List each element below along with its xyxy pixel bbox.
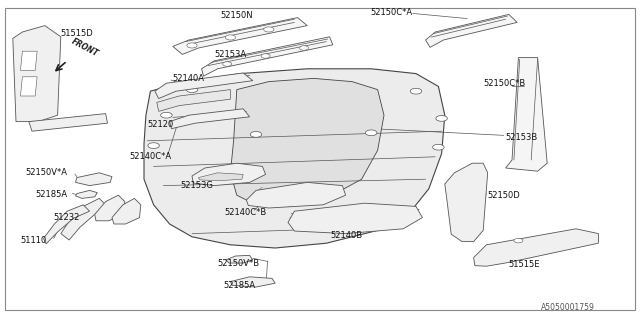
- Polygon shape: [474, 229, 598, 266]
- Polygon shape: [20, 77, 37, 96]
- Text: 52153G: 52153G: [180, 181, 213, 190]
- Polygon shape: [445, 163, 488, 242]
- Polygon shape: [157, 90, 230, 111]
- Text: 52140B: 52140B: [330, 231, 362, 240]
- Polygon shape: [29, 114, 108, 131]
- Circle shape: [261, 54, 270, 58]
- Text: 52140C*B: 52140C*B: [224, 208, 266, 217]
- Polygon shape: [226, 255, 253, 263]
- Circle shape: [223, 62, 232, 66]
- Circle shape: [264, 27, 274, 32]
- Polygon shape: [112, 198, 141, 224]
- Circle shape: [187, 43, 197, 48]
- Circle shape: [365, 130, 377, 136]
- Polygon shape: [288, 203, 422, 234]
- Text: 52150C*A: 52150C*A: [370, 8, 412, 17]
- Polygon shape: [202, 37, 333, 76]
- Text: 52150N: 52150N: [221, 12, 253, 20]
- Polygon shape: [426, 14, 517, 47]
- Circle shape: [250, 132, 262, 137]
- Text: 52153B: 52153B: [506, 133, 538, 142]
- Text: 52150C*B: 52150C*B: [483, 79, 525, 88]
- Polygon shape: [246, 182, 346, 208]
- Text: 52185A: 52185A: [223, 281, 255, 290]
- Circle shape: [300, 46, 308, 50]
- Circle shape: [410, 88, 422, 94]
- Text: 52140A: 52140A: [173, 74, 205, 83]
- Text: 52120: 52120: [147, 120, 173, 129]
- Text: 52150V*A: 52150V*A: [26, 168, 68, 177]
- Polygon shape: [173, 18, 307, 54]
- Polygon shape: [95, 195, 125, 221]
- Polygon shape: [61, 198, 106, 240]
- Polygon shape: [192, 163, 266, 186]
- Polygon shape: [170, 109, 250, 129]
- Text: 52150D: 52150D: [488, 191, 520, 200]
- Circle shape: [433, 144, 444, 150]
- Circle shape: [186, 87, 198, 92]
- Circle shape: [436, 116, 447, 121]
- Polygon shape: [76, 173, 112, 186]
- Polygon shape: [76, 190, 97, 198]
- Polygon shape: [275, 120, 371, 150]
- Circle shape: [161, 112, 172, 118]
- Circle shape: [148, 143, 159, 148]
- Polygon shape: [230, 277, 275, 287]
- Polygon shape: [20, 51, 37, 70]
- Text: 52153A: 52153A: [214, 50, 246, 59]
- Text: 51515E: 51515E: [508, 260, 540, 269]
- Polygon shape: [13, 26, 61, 122]
- Polygon shape: [506, 58, 547, 171]
- Text: A5050001759: A5050001759: [541, 303, 595, 312]
- Text: 51110: 51110: [20, 236, 47, 245]
- Polygon shape: [230, 78, 384, 206]
- Text: 51232: 51232: [53, 213, 79, 222]
- Text: FRONT: FRONT: [70, 36, 100, 58]
- Polygon shape: [144, 69, 445, 248]
- Text: 52150V*B: 52150V*B: [218, 260, 260, 268]
- Polygon shape: [44, 205, 90, 244]
- Polygon shape: [155, 73, 253, 99]
- Polygon shape: [198, 173, 243, 181]
- Circle shape: [514, 238, 523, 243]
- Circle shape: [225, 35, 236, 40]
- Text: 51515D: 51515D: [61, 29, 93, 38]
- Text: 52140C*A: 52140C*A: [129, 152, 172, 161]
- Text: 52185A: 52185A: [35, 190, 67, 199]
